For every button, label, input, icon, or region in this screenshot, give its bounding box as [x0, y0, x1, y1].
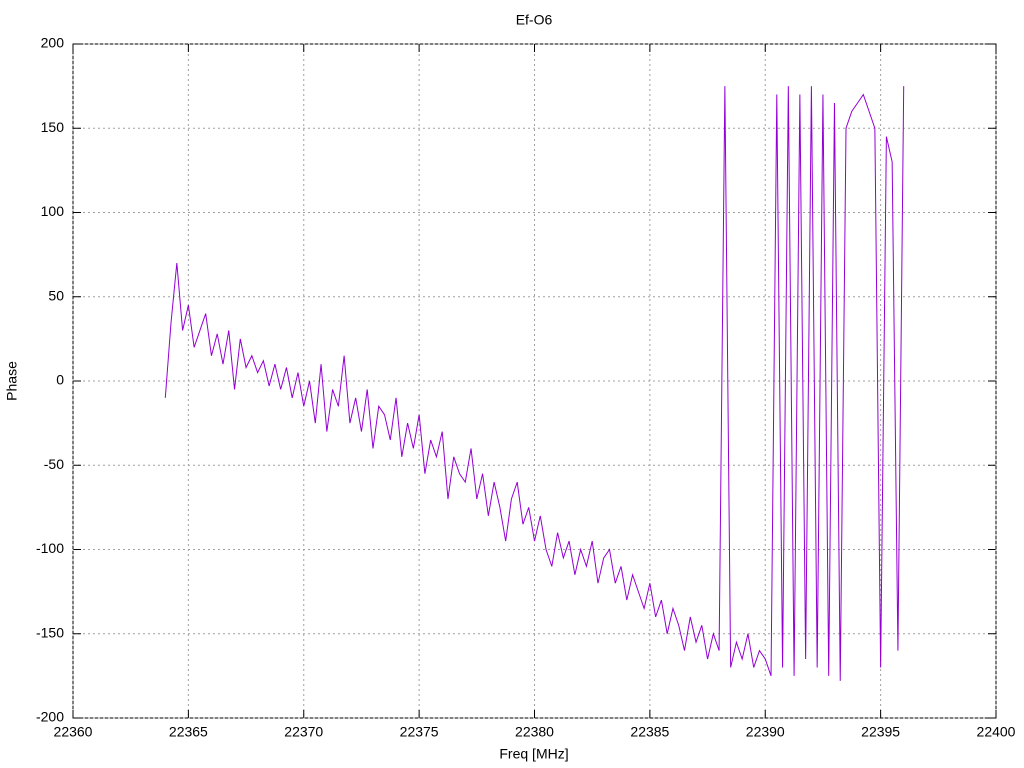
x-tick-label: 22375 — [400, 724, 439, 740]
x-tick-label: 22385 — [630, 724, 669, 740]
x-tick-label: 22390 — [746, 724, 785, 740]
x-tick-label: 22360 — [54, 724, 93, 740]
y-tick-label: 200 — [41, 35, 65, 51]
x-tick-label: 22365 — [169, 724, 208, 740]
x-axis-label: Freq [MHz] — [499, 746, 568, 762]
y-tick-label: 150 — [41, 119, 65, 135]
y-tick-label: 100 — [41, 203, 65, 219]
x-tick-label: 22370 — [284, 724, 323, 740]
y-tick-label: 50 — [48, 287, 64, 303]
y-tick-label: 0 — [56, 372, 64, 388]
chart-title: Ef-O6 — [516, 12, 553, 28]
y-tick-label: -200 — [36, 709, 64, 725]
x-tick-label: 22380 — [515, 724, 554, 740]
x-tick-label: 22400 — [977, 724, 1016, 740]
y-tick-label: -150 — [36, 624, 64, 640]
y-tick-label: -100 — [36, 540, 64, 556]
y-tick-label: -50 — [44, 456, 64, 472]
y-axis-label: Phase — [4, 361, 20, 401]
data-line — [164, 86, 905, 681]
x-tick-label: 22395 — [861, 724, 900, 740]
